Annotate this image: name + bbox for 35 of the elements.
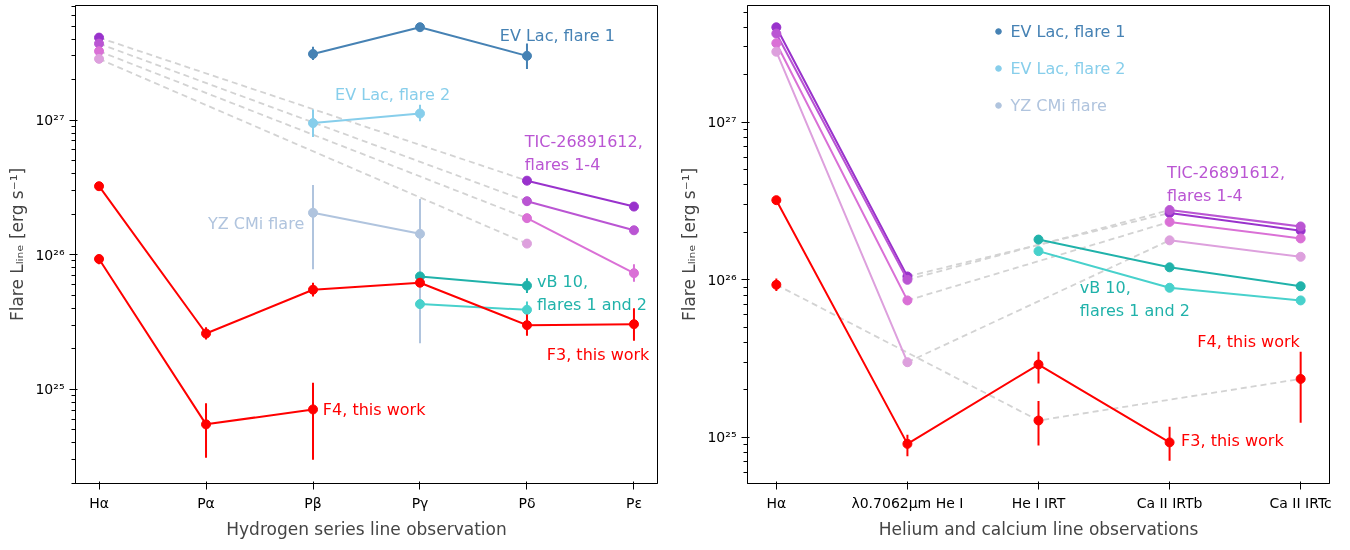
annotation: F3, this work [1181,430,1285,450]
annotation: vB 10, flares 1 and 2 [537,272,648,315]
x-axis-title: Hydrogen series line observation [226,518,507,539]
annotation: F4, this work [322,399,427,419]
x-tick-label: Pβ [304,494,322,511]
x-tick-label: Hα [89,494,109,511]
y-axis-title: Flare Lₗᵢₙₑ [erg s⁻¹] [679,167,700,322]
x-axis-title: Helium and calcium line observations [878,518,1199,539]
legend-label: EV Lac, flare 2 [1010,58,1126,78]
annotation: F3, this work [546,345,651,365]
legend-label: EV Lac, flare 1 [1010,21,1126,41]
y-tick-label: 10²⁶ [35,246,65,263]
x-tick-label: He I IRT [1011,494,1066,511]
annotation: EV Lac, flare 2 [335,84,451,104]
y-tick-label: 10²⁷ [707,114,737,131]
annotation: TIC-26891612, flares 1-4 [1166,162,1286,205]
annotation: YZ CMi flare [206,214,305,234]
x-tick-label: Hα [766,494,787,511]
y-axis-title: Flare Lₗᵢₙₑ [erg s⁻¹] [7,167,28,322]
legend-label: YZ CMi flare [1010,95,1107,115]
x-tick-label: Pε [625,494,642,511]
annotation: EV Lac, flare 1 [499,26,615,46]
annotation: vB 10, flares 1 and 2 [1079,278,1190,320]
y-tick-label: 10²⁷ [35,112,65,129]
annotation: F4, this work [1197,331,1301,351]
x-tick-label: Pδ [518,494,536,511]
y-tick-label: 10²⁶ [707,271,737,288]
x-tick-label: Ca II IRTc [1269,494,1332,511]
x-tick-label: Pγ [411,494,429,511]
y-tick-label: 10²⁵ [707,429,737,446]
y-tick-label: 10²⁵ [35,381,65,398]
x-tick-label: Pα [197,494,215,511]
x-tick-label: Ca II IRTb [1136,494,1203,511]
annotation: TIC-26891612, flares 1-4 [523,131,643,174]
x-tick-label: λ0.7062μm He I [851,494,964,511]
